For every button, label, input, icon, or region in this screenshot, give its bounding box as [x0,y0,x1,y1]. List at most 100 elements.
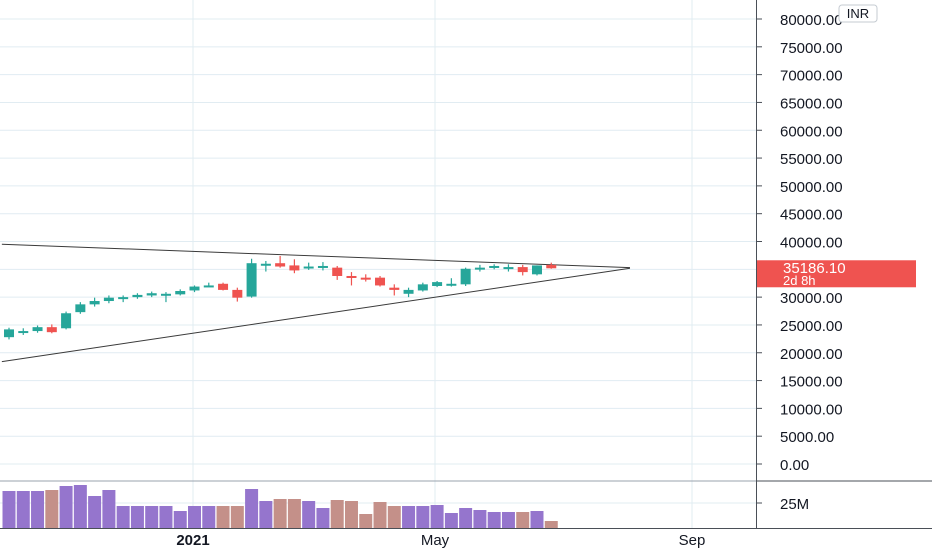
candle[interactable] [346,272,357,286]
candle[interactable] [417,282,428,292]
volume-bar[interactable] [230,506,244,528]
volume-bar[interactable] [416,506,430,528]
volume-bar[interactable] [188,506,202,528]
volume-bar[interactable] [116,506,130,528]
volume-bar[interactable] [259,501,273,528]
candle[interactable] [246,258,257,298]
volume-bar[interactable] [173,511,187,528]
volume-bar[interactable] [516,512,530,528]
time-tick-label: Sep [679,532,706,549]
volume-bar[interactable] [459,508,473,528]
candle[interactable] [389,284,400,296]
candle[interactable] [18,328,29,335]
candle-body [4,329,14,338]
candle-body [18,331,29,334]
price-axis[interactable]: 80000.00 75000.00 70000.00 65000.00 60000.00… [757,12,843,474]
candle[interactable] [89,297,100,307]
candles[interactable] [4,255,557,340]
candle[interactable] [531,265,542,276]
candle[interactable] [75,302,86,314]
last-price-value: 35186.10 [783,260,846,277]
candle[interactable] [489,264,500,270]
candle-body [346,275,357,278]
volume-bar[interactable] [216,506,230,528]
volume-bar[interactable] [530,511,544,528]
candle[interactable] [218,282,229,291]
candle[interactable] [460,267,471,286]
volume-bar[interactable] [387,506,401,528]
volume-bar[interactable] [145,506,159,528]
candle[interactable] [546,262,557,269]
volume-bar[interactable] [373,502,387,528]
volume-bar[interactable] [330,500,344,528]
candle[interactable] [375,275,386,287]
volume-bar[interactable] [359,514,373,528]
candle-body [460,268,471,285]
trendlines[interactable] [1,243,631,363]
bar-countdown: 2d 8h [783,273,816,288]
candle[interactable] [403,287,414,298]
volume-bar[interactable] [430,505,444,528]
candle[interactable] [432,280,443,288]
candle[interactable] [360,274,371,282]
volume-bar[interactable] [88,496,102,528]
candle[interactable] [4,327,14,340]
candle[interactable] [46,324,57,334]
volume-bar[interactable] [287,499,301,528]
candle-body [118,297,129,300]
volume-bar[interactable] [159,506,173,528]
volume-bar[interactable] [402,506,416,528]
candle[interactable] [175,289,186,296]
volume-bar[interactable] [31,491,45,528]
volume-bar[interactable] [273,499,287,528]
candle[interactable] [32,325,43,333]
trendline-1[interactable] [1,243,631,269]
volume-bar[interactable] [473,510,487,528]
volume-bar[interactable] [344,501,358,528]
candle[interactable] [61,311,72,330]
candle[interactable] [503,264,514,272]
volume-bar[interactable] [59,486,73,528]
candle[interactable] [146,291,157,298]
candle[interactable] [474,264,485,272]
volume-bar[interactable] [245,489,259,528]
volume-bar[interactable] [2,491,16,528]
volume-bar[interactable] [444,513,458,528]
volume-bar[interactable] [73,485,87,528]
volume-bar[interactable] [202,506,216,528]
volume-bar[interactable] [501,512,515,528]
candle-body [32,327,43,332]
candle[interactable] [303,262,314,270]
candle[interactable] [118,295,129,303]
volume-bar[interactable] [16,491,30,528]
currency-badge[interactable]: INR [838,4,878,23]
volume-bar[interactable] [544,521,558,528]
candle[interactable] [289,259,300,274]
candle[interactable] [517,264,528,276]
candle[interactable] [275,255,286,268]
volume-bar[interactable] [130,506,144,528]
volume-bar[interactable] [487,512,501,528]
volume-axis[interactable]: 25M [757,496,809,513]
candle[interactable] [332,265,343,280]
volume-bar[interactable] [45,490,59,528]
candle[interactable] [160,292,171,303]
time-axis[interactable]: 2021 May Sep [0,528,932,550]
candle[interactable] [103,295,114,304]
volume-bars[interactable] [2,485,558,528]
candle[interactable] [317,262,328,271]
candle[interactable] [132,293,143,299]
volume-bar[interactable] [102,490,116,528]
currency-badge-box[interactable] [838,4,878,23]
candle[interactable] [260,260,271,272]
candle[interactable] [232,287,243,302]
volume-bar[interactable] [316,508,330,528]
candle[interactable] [203,282,214,288]
trendline-2[interactable] [1,267,631,363]
candle-body [246,263,257,297]
volume-bar[interactable] [302,501,316,528]
candle[interactable] [189,285,200,293]
candle[interactable] [446,278,457,287]
